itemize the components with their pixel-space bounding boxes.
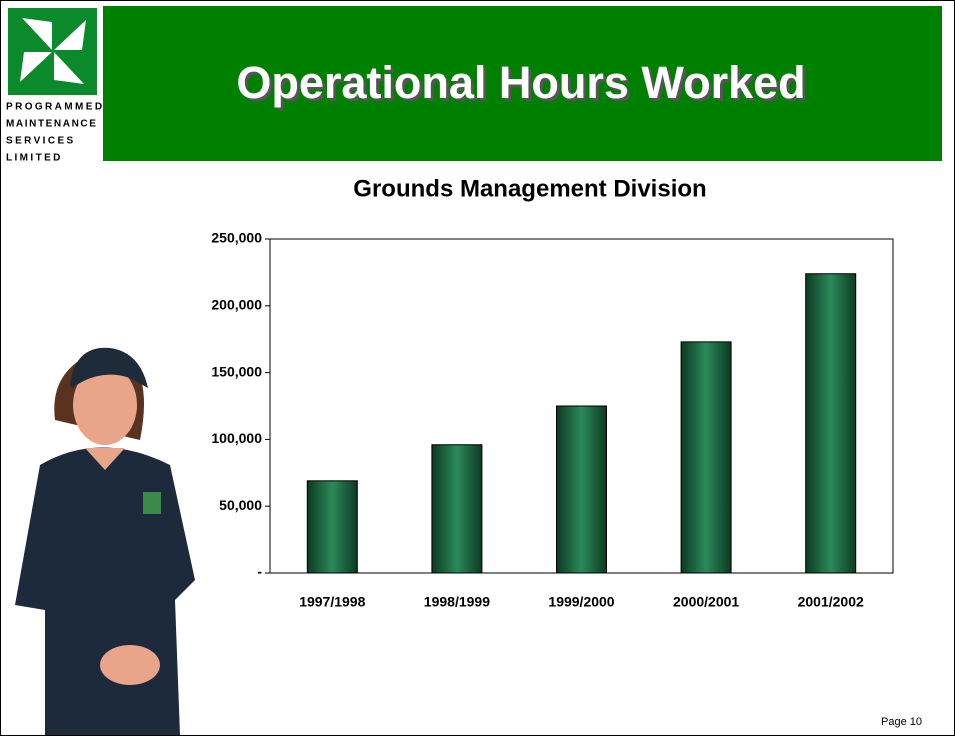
x-tick-label: 1999/2000 (548, 594, 614, 610)
y-tick-label: 100,000 (211, 430, 262, 446)
bar (680, 341, 732, 574)
title-banner (103, 6, 942, 161)
y-tick-label: 50,000 (219, 497, 262, 513)
y-tick-label: 200,000 (211, 297, 262, 313)
bar (306, 480, 358, 574)
y-tick-label: 250,000 (211, 230, 262, 246)
logo-mark (8, 8, 97, 95)
logo-pinwheel (20, 18, 86, 84)
x-tick-label: 1997/1998 (299, 594, 365, 610)
y-tick-label: 150,000 (211, 363, 262, 379)
page-number: Page 10 (881, 716, 922, 728)
x-tick-label: 1998/1999 (424, 594, 490, 610)
chart-title: Grounds Management Division (353, 175, 706, 202)
bar (805, 273, 857, 574)
logo: PROGRAMMED MAINTENANCE SERVICES LIMITED (6, 8, 104, 164)
logo-text: PROGRAMMED (6, 102, 104, 113)
logo-text: LIMITED (6, 153, 63, 164)
bar (556, 405, 607, 574)
y-tick-label: - (257, 564, 262, 580)
logo-text: MAINTENANCE (6, 119, 98, 130)
x-tick-label: 2001/2002 (798, 594, 864, 610)
x-tick-label: 2000/2001 (673, 594, 739, 610)
slide-title: Operational Hours Worked (236, 57, 805, 108)
logo-text: SERVICES (6, 136, 76, 147)
bar (431, 444, 483, 574)
person-photo (15, 347, 195, 735)
